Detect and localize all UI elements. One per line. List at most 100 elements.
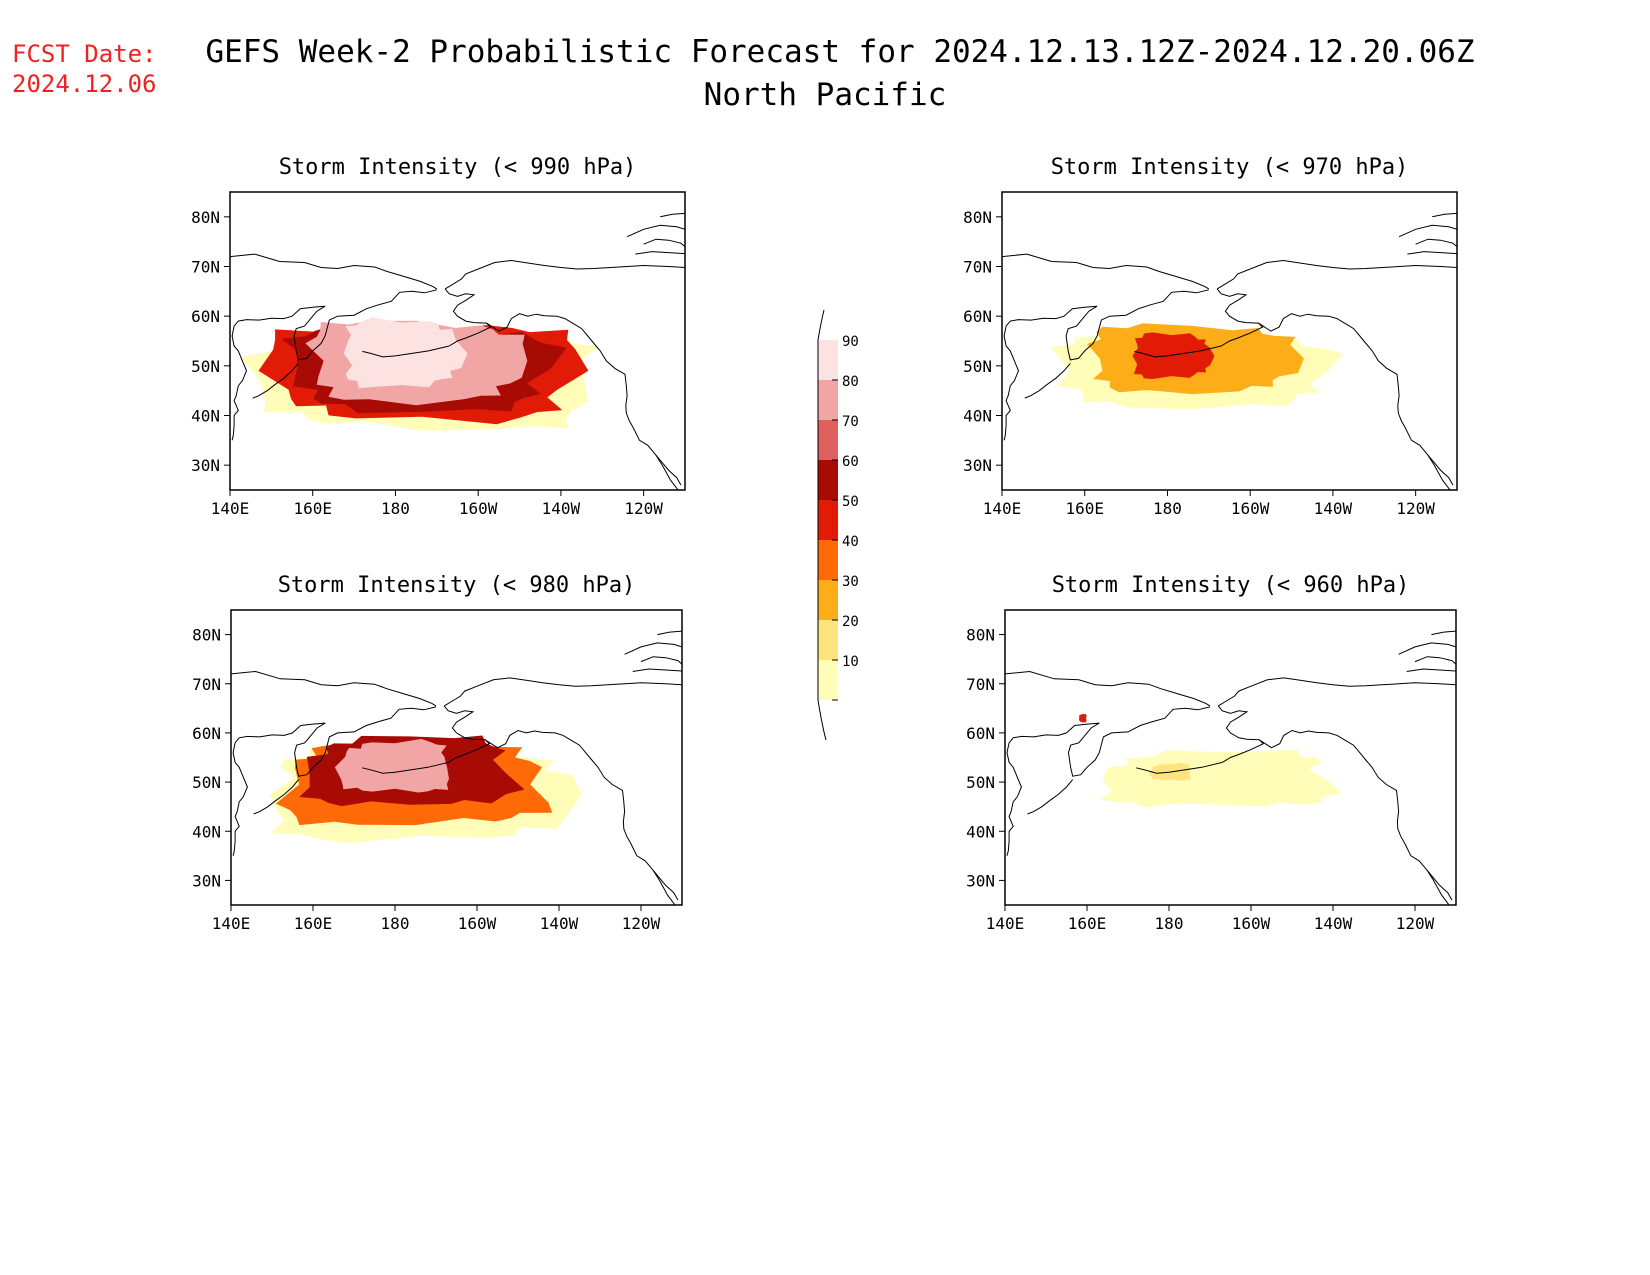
panel-title: Storm Intensity (< 980 hPa) [278, 573, 636, 598]
coastline [660, 212, 685, 218]
lat-tick-label: 50N [966, 773, 995, 792]
panel-980: Storm Intensity (< 980 hPa) 140E 160E 180 16… [192, 573, 683, 933]
lat-tick-label: 60N [191, 307, 220, 326]
coastline [443, 705, 491, 763]
coastline [444, 288, 492, 347]
coastline [234, 706, 437, 777]
coastline [1432, 212, 1457, 218]
colorbar-label: 50 [842, 494, 859, 510]
panel-title: Storm Intensity (< 960 hPa) [1052, 573, 1410, 598]
coastline [233, 289, 437, 361]
colorbar-swatch [818, 620, 838, 660]
probability-fill [241, 317, 600, 431]
coastline [635, 251, 685, 255]
panel-960: Storm Intensity (< 960 hPa) 140E 160E 180 16… [966, 573, 1457, 933]
coastline [632, 668, 682, 672]
coastlines [1002, 212, 1457, 490]
coastline [1134, 345, 1222, 358]
probability-fill [269, 735, 582, 844]
lon-tick-label: 120W [1396, 914, 1435, 933]
coastline [443, 677, 682, 707]
lat-tick-label: 70N [192, 675, 221, 694]
coastline [626, 224, 685, 238]
coastline [1005, 289, 1209, 361]
colorbar-swatch [818, 340, 838, 380]
contour-region [343, 317, 468, 389]
colorbar-swatch [818, 500, 838, 540]
lon-tick-label: 120W [1396, 499, 1435, 518]
lat-tick-label: 70N [963, 258, 992, 277]
lon-tick-label: 180 [1155, 914, 1184, 933]
lon-tick-label: 180 [381, 499, 410, 518]
coastline [1258, 729, 1453, 901]
coastline [1216, 259, 1457, 290]
coastline [231, 326, 248, 441]
colorbar-cap-bottom [817, 699, 827, 741]
colorbar: 10 20 30 40 50 60 70 80 90 [817, 309, 859, 741]
colorbar-label: 90 [842, 334, 859, 350]
fcst-date-value: 2024.12.06 [12, 70, 157, 98]
coastline [1415, 238, 1457, 247]
colorbar-swatch [818, 540, 838, 580]
lat-tick-label: 50N [192, 773, 221, 792]
coastline [231, 670, 437, 707]
coastlines [231, 630, 682, 905]
lon-tick-label: 160E [293, 499, 332, 518]
lon-tick-label: 140E [983, 499, 1022, 518]
map-frame [230, 609, 683, 906]
colorbar-label: 70 [842, 414, 859, 430]
lat-tick-label: 30N [192, 871, 221, 890]
coastline [1258, 313, 1454, 486]
contour-region [1078, 713, 1087, 723]
coastline [253, 779, 299, 815]
lon-tick-label: 140W [1314, 499, 1353, 518]
coastline [655, 454, 679, 490]
coastline [252, 363, 299, 399]
colorbar-swatch [818, 460, 838, 500]
lat-tick-label: 40N [192, 822, 221, 841]
coastline [362, 345, 450, 358]
coastlines [230, 212, 685, 490]
coastline [232, 742, 248, 856]
lon-tick-label: 180 [381, 914, 410, 933]
lat-tick-label: 40N [191, 407, 220, 426]
lon-tick-label: 160W [1232, 914, 1271, 933]
lon-tick-label: 140E [211, 499, 250, 518]
coastline [657, 630, 682, 636]
coastline [1006, 742, 1022, 856]
lon-tick-label: 120W [624, 499, 663, 518]
figure-title: GEFS Week-2 Probabilistic Forecast for 2… [205, 34, 1474, 70]
colorbar-label: 40 [842, 534, 859, 550]
coastline [1008, 706, 1211, 777]
lon-tick-label: 140W [1314, 914, 1353, 933]
map-frame [1004, 609, 1457, 906]
coastline [643, 238, 685, 247]
coastline [1398, 224, 1457, 238]
coastline [1407, 251, 1457, 255]
lon-tick-label: 160E [1068, 914, 1107, 933]
lat-tick-label: 60N [966, 724, 995, 743]
panel-title: Storm Intensity (< 990 hPa) [279, 155, 637, 180]
lon-tick-label: 160W [459, 499, 498, 518]
coastlines [1005, 630, 1456, 905]
coastline [1406, 668, 1456, 672]
colorbar-swatch [818, 420, 838, 460]
colorbar-swatch [818, 380, 838, 420]
coastline [1005, 670, 1211, 707]
contour-region [1132, 332, 1215, 379]
lat-tick-label: 70N [966, 675, 995, 694]
fcst-date-label: FCST Date: [12, 40, 157, 68]
colorbar-swatch [818, 580, 838, 620]
coastline [1003, 326, 1020, 441]
lat-tick-label: 30N [963, 456, 992, 475]
lat-tick-label: 30N [966, 871, 995, 890]
lon-tick-label: 140E [212, 914, 251, 933]
map-frame [229, 191, 686, 491]
lat-tick-label: 30N [191, 456, 220, 475]
lat-tick-label: 50N [191, 357, 220, 376]
coastline [1414, 656, 1456, 665]
lat-tick-label: 60N [192, 724, 221, 743]
lat-tick-label: 50N [963, 357, 992, 376]
coastline [1398, 642, 1456, 655]
